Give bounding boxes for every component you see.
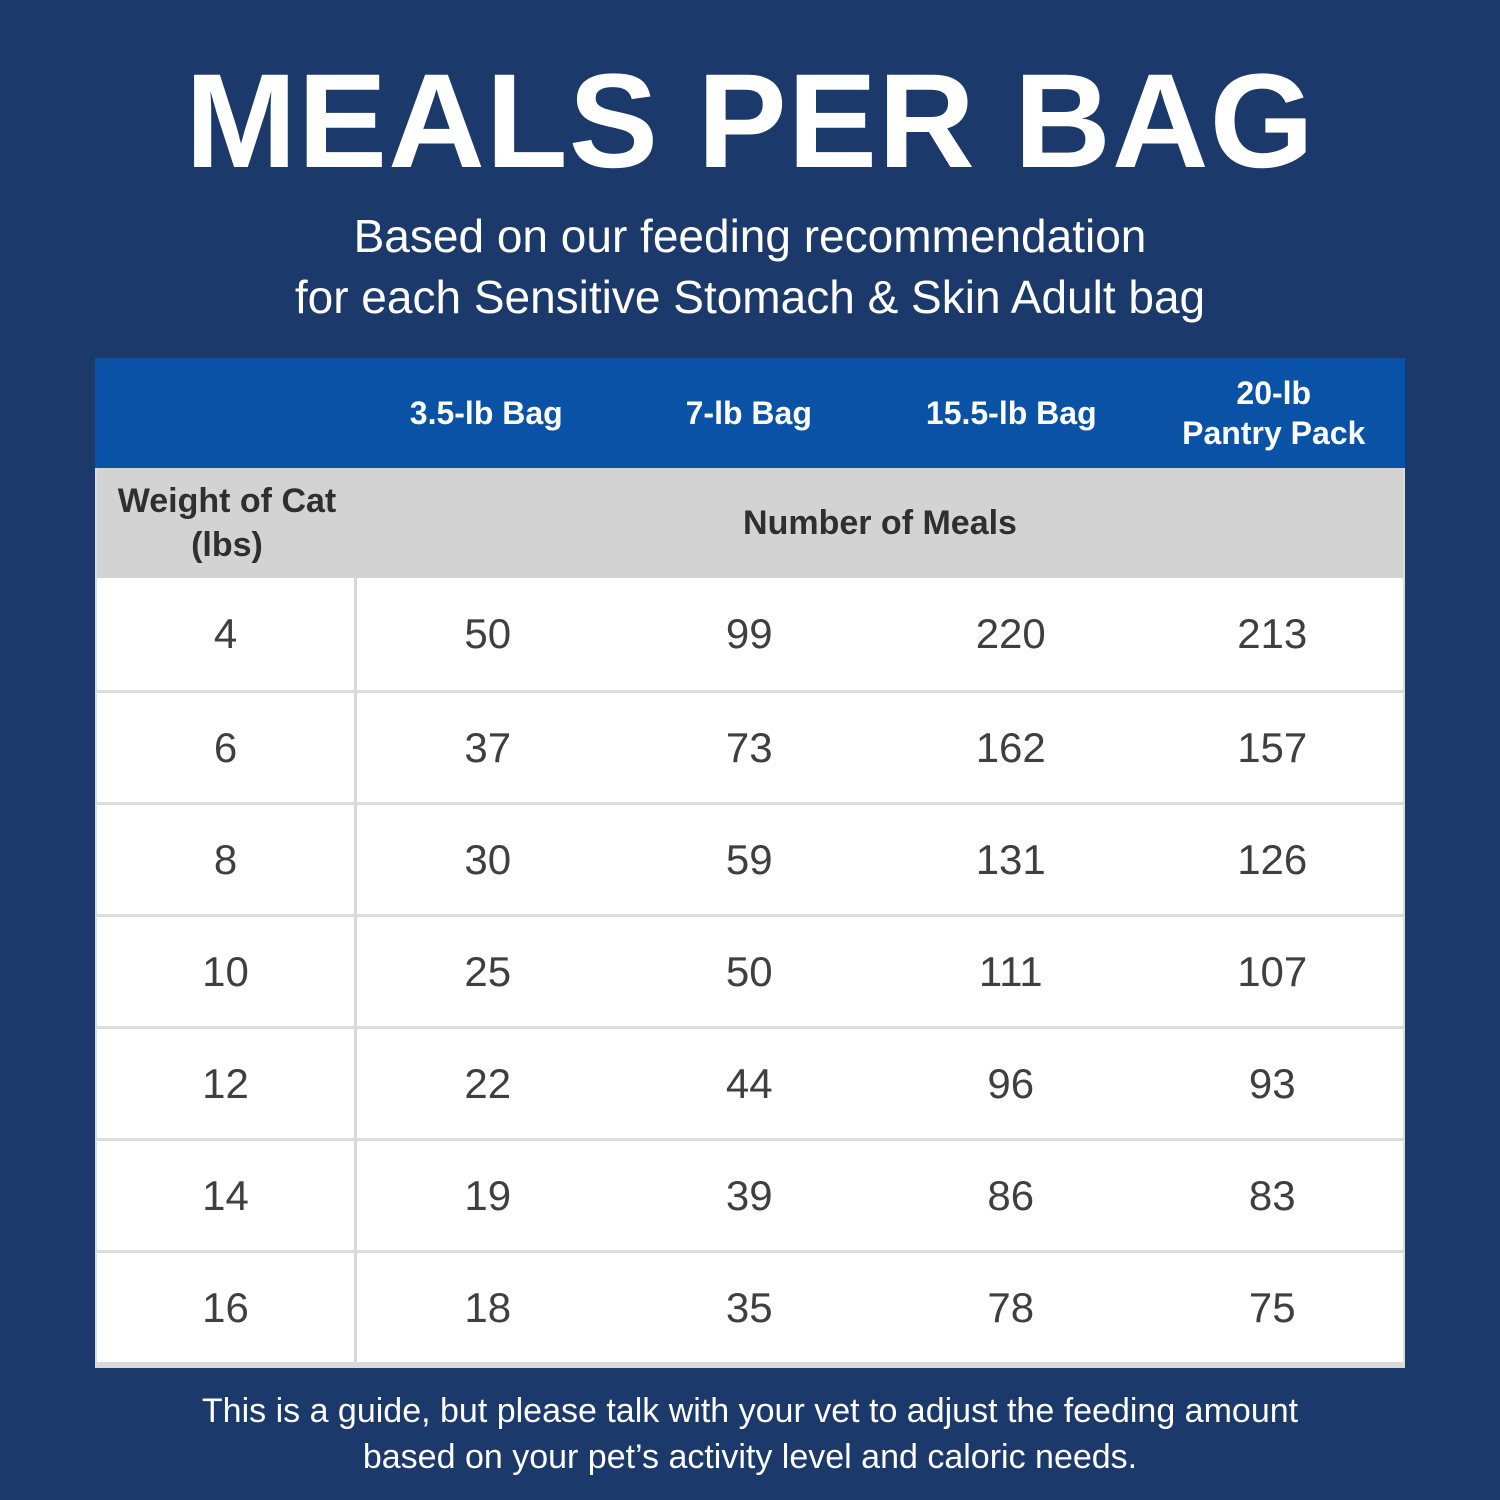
meals-cell: 30 [464, 835, 512, 883]
footer-note-line-1: This is a guide, but please talk with yo… [201, 1392, 1299, 1430]
subtitle-line-2: for each Sensitive Stomach & Skin Adult … [294, 271, 1206, 323]
meals-cell: 25 [464, 947, 512, 995]
bag-size-header-row: 3.5-lb Bag 7-lb Bag 15.5-lb Bag 20-lb Pa… [95, 358, 1405, 468]
meals-cell: 50 [464, 610, 512, 657]
weight-of-cat-line-1: Weight of Cat [117, 482, 337, 520]
meals-cell: 96 [987, 1059, 1035, 1107]
meals-cell: 162 [975, 723, 1046, 771]
meals-cell: 50 [725, 947, 773, 995]
meals-cell: 18 [464, 1283, 512, 1331]
weight-of-cat-header: Weight of Cat (lbs) [97, 468, 357, 578]
meals-per-bag-table: 3.5-lb Bag 7-lb Bag 15.5-lb Bag 20-lb Pa… [95, 358, 1405, 1368]
pantry-pack-line-2: Pantry Pack [1182, 415, 1366, 451]
table-row-weight-12: 12 22 44 96 93 [97, 1026, 1403, 1138]
weight-cell: 12 [97, 1029, 357, 1138]
meals-cell: 83 [1248, 1171, 1296, 1219]
header-cell-pantry-pack: 20-lb Pantry Pack [1143, 358, 1406, 468]
meals-cell: 19 [464, 1171, 512, 1219]
meals-cell: 22 [464, 1059, 512, 1107]
header-cell-empty [95, 358, 355, 468]
table-row-weight-4: 4 50 99 220 213 [97, 578, 1403, 690]
meals-cell: 86 [987, 1171, 1035, 1219]
infographic-title: MEALS PER BAG [185, 47, 1315, 196]
weight-cell: 6 [97, 693, 357, 802]
meals-cell: 111 [978, 947, 1043, 995]
meals-cell: 37 [464, 723, 512, 771]
table-row-weight-16: 16 18 35 78 75 [97, 1250, 1403, 1362]
meals-cell: 213 [1237, 610, 1308, 657]
weight-of-cat-line-2: (lbs) [191, 526, 263, 564]
meals-cell: 75 [1248, 1283, 1296, 1331]
meals-cell: 99 [725, 610, 773, 657]
subtitle-line-1: Based on our feeding recommendation [353, 210, 1147, 262]
header-cell-bag-7lb: 7-lb Bag [685, 395, 812, 431]
header-cell-bag-15-5lb: 15.5-lb Bag [925, 395, 1097, 431]
number-of-meals-header: Number of Meals [743, 504, 1017, 542]
weight-cell: 16 [97, 1253, 357, 1362]
table-row-weight-10: 10 25 50 111 107 [97, 914, 1403, 1026]
meals-cell: 157 [1237, 723, 1308, 771]
meals-cell: 59 [725, 835, 773, 883]
weight-cell: 10 [97, 917, 357, 1026]
footer-note: This is a guide, but please talk with yo… [0, 1368, 1500, 1500]
header-cell-bag-3-5lb: 3.5-lb Bag [409, 395, 563, 431]
table-row-weight-8: 8 30 59 131 126 [97, 802, 1403, 914]
meals-cell: 44 [725, 1059, 773, 1107]
weight-cell: 14 [97, 1141, 357, 1250]
meals-cell: 39 [725, 1171, 773, 1219]
meals-cell: 126 [1237, 835, 1308, 883]
table-body: 4 50 99 220 213 6 37 73 162 157 8 30 59 … [95, 578, 1405, 1368]
meals-cell: 73 [725, 723, 773, 771]
weight-cell: 8 [97, 805, 357, 914]
pantry-pack-line-1: 20-lb [1236, 375, 1312, 411]
table-row-weight-14: 14 19 39 86 83 [97, 1138, 1403, 1250]
meals-cell: 35 [725, 1283, 773, 1331]
infographic-subtitle: Based on our feeding recommendation for … [0, 206, 1500, 328]
meals-cell: 78 [987, 1283, 1035, 1331]
meals-cell: 131 [975, 835, 1046, 883]
footer-note-line-2: based on your pet’s activity level and c… [362, 1438, 1138, 1476]
meals-cell: 93 [1248, 1059, 1296, 1107]
subheader-row: Weight of Cat (lbs) Number of Meals [95, 468, 1405, 578]
meals-cell: 220 [975, 610, 1046, 657]
weight-cell: 4 [97, 578, 357, 690]
meals-cell: 107 [1237, 947, 1308, 995]
table-row-weight-6: 6 37 73 162 157 [97, 690, 1403, 802]
